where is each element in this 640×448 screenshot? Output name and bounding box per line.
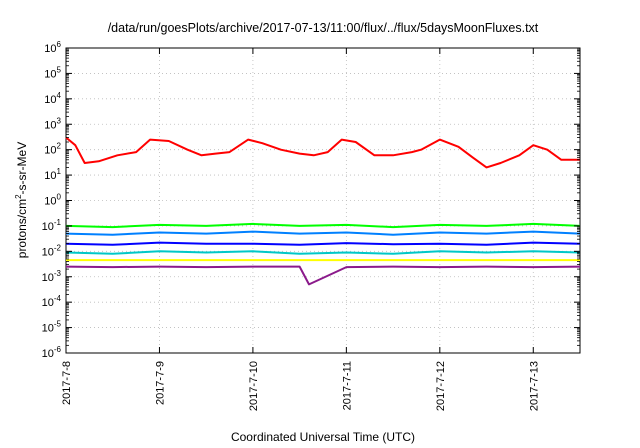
y-tick-base: 10: [44, 68, 56, 80]
y-axis-label: protons/cm2-s-sr-MeV: [14, 142, 29, 258]
y-tick-base: 10: [42, 348, 54, 360]
x-tick-label: 2017-7-12: [435, 361, 447, 411]
series-line-0: [65, 136, 580, 169]
y-tick-label: 105: [44, 65, 61, 80]
x-tick-label: 2017-7-11: [341, 361, 353, 410]
y-tick-label: 106: [44, 40, 61, 55]
y-tick-exponent: -3: [54, 269, 62, 278]
y-tick-label: 10-2: [42, 243, 62, 258]
y-axis-label-units: -s-sr-MeV: [15, 142, 29, 195]
y-tick-label: 103: [44, 116, 61, 131]
series-line-1: [65, 222, 581, 229]
y-tick-exponent: 6: [57, 40, 62, 49]
y-tick-label: 102: [44, 142, 61, 157]
x-tick-label: 2017-7-9: [154, 361, 166, 405]
y-tick-exponent: -4: [54, 294, 62, 303]
y-tick-exponent: 1: [57, 167, 62, 176]
y-tick-base: 10: [44, 119, 56, 131]
y-tick-base: 10: [44, 43, 56, 55]
series-line-2: [65, 230, 581, 236]
y-tick-label: 10-5: [42, 320, 62, 335]
y-tick-base: 10: [44, 170, 56, 182]
y-tick-exponent: -2: [54, 243, 62, 252]
y-tick-exponent: -1: [54, 218, 62, 227]
series-layer: [65, 136, 581, 286]
y-tick-base: 10: [44, 196, 56, 208]
grid: [66, 48, 580, 353]
y-tick-label: 10-1: [42, 218, 62, 233]
chart-title: /data/run/goesPlots/archive/2017-07-13/1…: [108, 21, 539, 35]
y-tick-exponent: 2: [57, 142, 62, 151]
y-axis-label-superscript: 2: [14, 194, 23, 199]
y-tick-base: 10: [42, 323, 54, 335]
y-tick-exponent: -6: [54, 345, 62, 354]
y-axis-ticks: 10-610-510-410-310-210-11001011021031041…: [42, 40, 580, 360]
y-tick-label: 100: [44, 193, 61, 208]
y-tick-exponent: 0: [57, 193, 62, 202]
y-tick-label: 104: [44, 91, 61, 106]
x-tick-label: 2017-7-10: [248, 361, 260, 411]
y-axis-label-main: protons/cm: [15, 199, 29, 258]
y-tick-base: 10: [42, 246, 54, 258]
y-tick-label: 10-3: [42, 269, 62, 284]
series-line-3: [65, 250, 581, 255]
y-tick-exponent: 5: [57, 65, 62, 74]
x-axis-label: Coordinated Universal Time (UTC): [231, 430, 415, 444]
x-axis-ticks: 2017-7-8 2017-7-9 2017-7-10 2017-7-11 2017-7…: [61, 48, 540, 411]
y-tick-base: 10: [42, 221, 54, 233]
y-tick-exponent: 4: [57, 91, 62, 100]
y-tick-base: 10: [44, 94, 56, 106]
x-tick-label: 2017-7-13: [528, 361, 540, 411]
y-tick-label: 10-4: [42, 294, 62, 309]
y-tick-base: 10: [42, 272, 54, 284]
y-tick-exponent: -5: [54, 320, 62, 329]
y-tick-label: 101: [44, 167, 61, 182]
y-tick-base: 10: [42, 297, 54, 309]
y-tick-base: 10: [44, 145, 56, 157]
y-tick-label: 10-6: [42, 345, 62, 360]
series-line-4: [65, 241, 581, 246]
series-line-6: [65, 265, 581, 286]
y-tick-exponent: 3: [57, 116, 62, 125]
x-tick-label: 2017-7-8: [61, 361, 73, 405]
